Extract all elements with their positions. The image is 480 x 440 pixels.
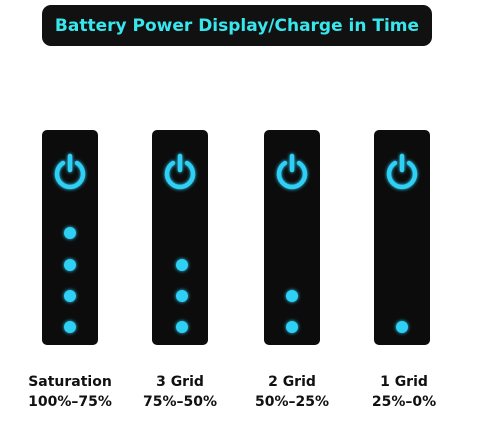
dots xyxy=(396,321,408,333)
panel-label: 1 Grid xyxy=(380,374,428,390)
panel-range: 100%–75% xyxy=(28,394,112,410)
panel: 3 Grid 75%–50% xyxy=(143,130,217,410)
panel-range: 50%–25% xyxy=(255,394,329,410)
panel: 2 Grid 50%–25% xyxy=(255,130,329,410)
panel-range: 25%–0% xyxy=(372,394,436,410)
panel-label: Saturation xyxy=(28,374,112,390)
dots xyxy=(176,259,188,333)
panel: 1 Grid 25%–0% xyxy=(372,130,436,410)
panel-range: 75%–50% xyxy=(143,394,217,410)
indicator-bar xyxy=(152,130,208,345)
indicator-bar xyxy=(374,130,430,345)
panel: Saturation 100%–75% xyxy=(28,130,112,410)
dots xyxy=(64,227,76,333)
panel-label: 2 Grid xyxy=(268,374,316,390)
panel-label: 3 Grid xyxy=(156,374,204,390)
title: Battery Power Display/Charge in Time xyxy=(55,16,419,36)
title-box xyxy=(42,5,432,46)
dots xyxy=(286,290,298,333)
indicator-bar xyxy=(264,130,320,345)
